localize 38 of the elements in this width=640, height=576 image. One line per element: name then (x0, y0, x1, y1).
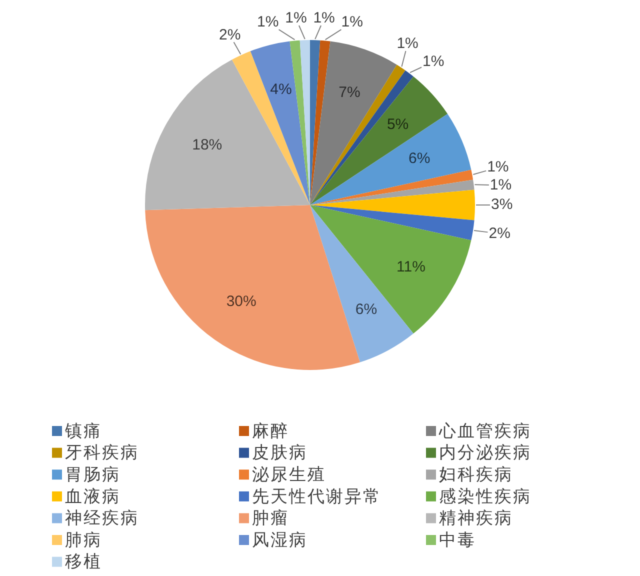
data-label: 1% (490, 176, 512, 194)
data-label: 7% (338, 84, 360, 102)
legend-label: 神经疾病 (65, 508, 139, 529)
data-label: 1% (422, 52, 444, 70)
legend-label: 泌尿生殖 (252, 465, 326, 486)
legend-label: 麻醉 (252, 421, 289, 442)
data-label: 30% (226, 293, 256, 310)
legend-label: 镇痛 (64, 421, 102, 442)
data-label: 1% (285, 10, 307, 27)
legend-label: 牙科疾病 (65, 443, 139, 464)
data-label: 1% (487, 158, 509, 176)
legend-label: 先天性代谢异常 (252, 486, 382, 507)
data-label: 1% (257, 14, 279, 31)
data-label: 2% (488, 224, 510, 242)
data-label: 6% (355, 300, 378, 318)
data-label: 5% (386, 116, 409, 134)
legend-label: 心血管疾病 (438, 421, 532, 442)
legend-label: 内分泌疾病 (439, 443, 532, 464)
data-label: 2% (218, 26, 241, 44)
data-label: 3% (490, 196, 513, 214)
legend-label: 血液病 (65, 486, 120, 507)
data-label: 1% (313, 10, 335, 27)
data-label: 4% (270, 80, 292, 98)
legend-label: 移植 (65, 552, 102, 572)
data-label: 1% (341, 14, 363, 31)
legend-label: 肿瘤 (252, 508, 289, 529)
data-label: 6% (408, 150, 430, 167)
legend-label: 胃肠病 (65, 465, 120, 486)
legend-label: 中毒 (439, 530, 476, 550)
data-label: 1% (396, 35, 418, 52)
data-label: 18% (192, 136, 222, 154)
legend-label: 妇科疾病 (439, 465, 513, 486)
legend-label: 皮肤病 (252, 443, 308, 464)
legend-label: 感染性疾病 (439, 486, 532, 507)
legend-label: 风湿病 (252, 530, 308, 550)
legend-label: 肺病 (65, 530, 102, 550)
data-label: 11% (396, 258, 426, 276)
legend-label: 精神疾病 (439, 508, 513, 529)
